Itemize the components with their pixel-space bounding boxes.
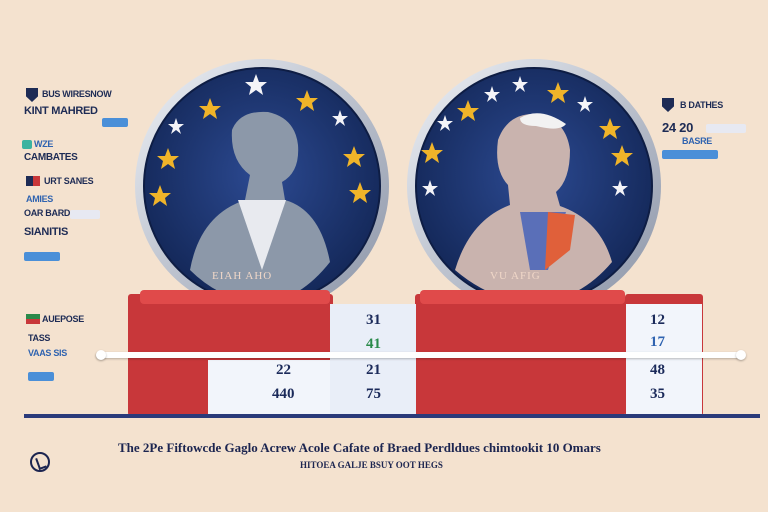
legend-bar [24,252,60,261]
legend-group2-line4: SIANITIS [24,226,69,238]
left-coin-label: EIAH AHO [212,270,273,282]
value-panel [626,304,702,416]
left-coin [135,59,389,313]
circle-logo-icon [30,452,50,472]
podium-value: 41 [366,336,381,352]
legend-group3-line3: VAAS SIS [28,348,67,358]
portrait-right [455,113,612,304]
left-legend: BUS WIRESNOW KINT MAHRED WZE CAMBATES UR… [22,88,142,388]
legend-group2-line3: OAR BARD [24,208,71,218]
podium-value: 31 [366,312,381,328]
podium-value: 440 [272,386,295,402]
legend-group2-line2: AMIES [26,194,54,204]
legend-bar [28,372,54,381]
star-decorations [149,82,633,206]
legend-group1-line2: KINT MAHRED [24,105,98,117]
podium-center-top [420,290,625,304]
podium-left-top [140,290,330,304]
shield-icon [26,88,38,102]
right-coin-label: VU AFIG [490,270,541,282]
flag-icon [26,314,40,324]
value-panel [330,304,416,416]
podium-value: 75 [366,386,381,402]
podium-value: 35 [650,386,665,402]
horizontal-rail [96,352,744,358]
legend-bar [22,140,32,149]
podium-value: 21 [366,362,381,378]
shield-icon [662,98,674,112]
caption-line1: The 2Pe Fiftowcde Gaglo Acrew Acole Cafa… [118,440,601,455]
rail-end-knob [736,350,746,360]
legend-group1-line4: CAMBATES [24,152,78,163]
legend-bar [706,124,746,133]
legend-group3-title: AUEPOSE [42,314,84,324]
legend-bar [662,150,718,159]
right-legend-title: B DATHES [680,100,723,110]
caption-line2: HITOEA GALJE BSUY OOT HEGS [300,460,443,470]
podium-value: 17 [650,334,665,350]
right-coin [407,59,661,313]
legend-group3-line2: TASS [28,333,51,343]
right-legend-line3: BASRE [682,136,713,146]
right-legend: B DATHES 24 20 BASRE [662,98,762,168]
podium-value: 48 [650,362,665,378]
legend-group2-title: URT SANES [44,176,94,186]
podium-value: 22 [276,362,291,378]
legend-group1-line3: WZE [34,139,54,149]
legend-group1-title: BUS WIRESNOW [42,89,112,99]
rail-end-knob [96,350,106,360]
base-line [24,414,760,418]
flag-icon [26,176,40,186]
legend-bar [70,210,100,219]
legend-bar [102,118,128,127]
right-legend-line2: 24 20 [662,120,694,135]
podium-value: 12 [650,312,665,328]
